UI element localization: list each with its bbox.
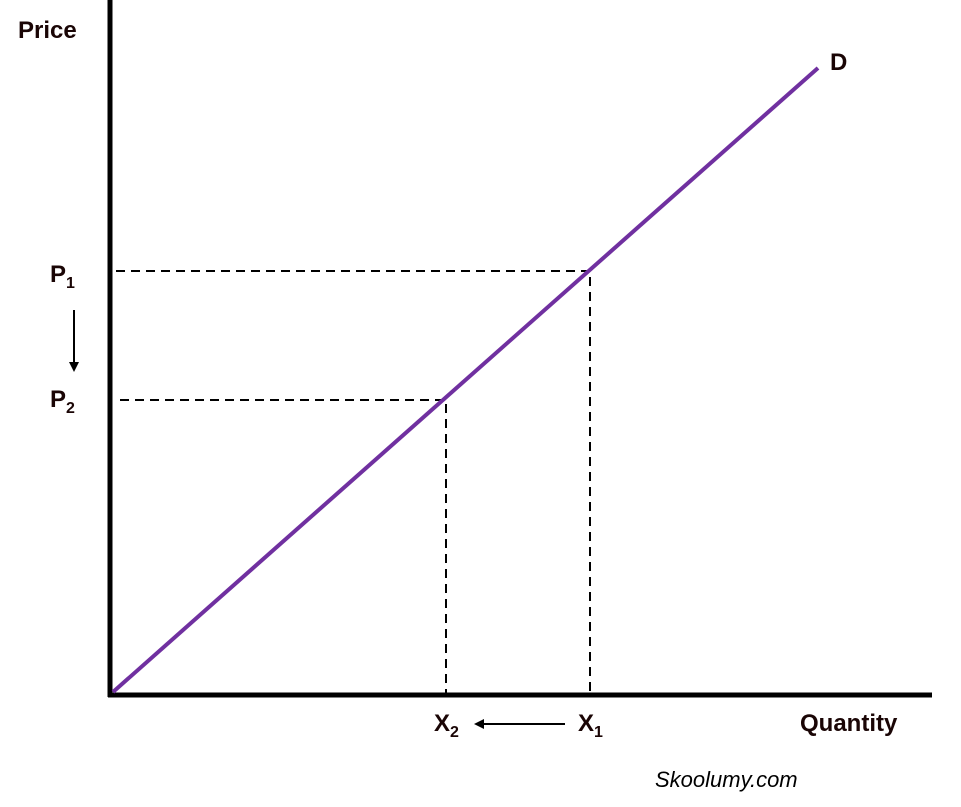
price-label-sub: 1: [66, 275, 75, 292]
demand-curve: [111, 66, 820, 694]
price-label: P2: [50, 386, 75, 417]
price-label-base: P: [50, 386, 66, 413]
quantity-label-base: X: [578, 710, 594, 737]
quantity-label: X2: [434, 710, 459, 741]
p2-guide: [120, 399, 447, 695]
price-label: P1: [50, 261, 75, 292]
x-axis-label: Quantity: [800, 710, 898, 737]
price-label-sub: 2: [66, 400, 75, 417]
quantity-label-sub: 2: [450, 724, 459, 741]
curve-label: D: [830, 49, 847, 76]
price-label-base: P: [50, 261, 66, 288]
y-axis-label: Price: [18, 17, 77, 44]
quantity-label-base: X: [434, 710, 450, 737]
quantity-label: X1: [578, 710, 603, 741]
watermark: Skoolumy.com: [655, 767, 798, 792]
quantity-label-sub: 1: [594, 724, 603, 741]
